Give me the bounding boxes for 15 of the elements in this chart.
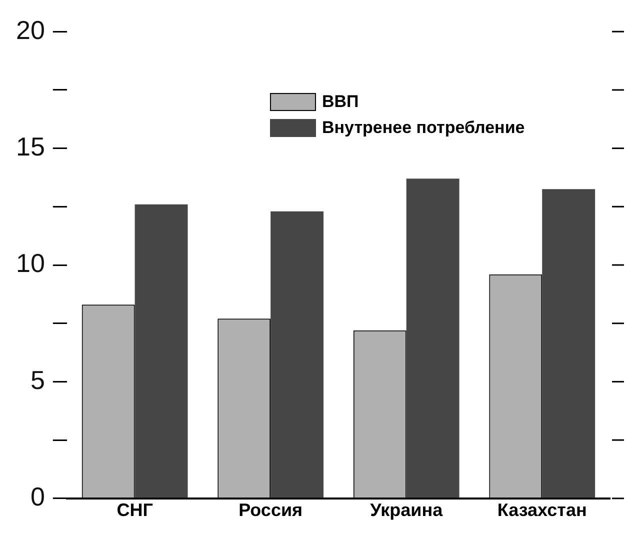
y-tick-label: 20 <box>16 14 45 45</box>
bar <box>406 178 460 498</box>
bar <box>542 189 596 498</box>
y-tick-label: 5 <box>30 364 45 395</box>
x-tick-label: Россия <box>238 500 303 520</box>
x-tick-label: Украина <box>370 500 444 520</box>
y-tick-label: 10 <box>16 248 45 278</box>
bar <box>270 211 324 498</box>
y-tick-label: 0 <box>30 482 45 512</box>
bar <box>134 204 188 498</box>
x-tick-label: СНГ <box>116 500 153 520</box>
x-tick-label: Казахстан <box>497 500 587 520</box>
y-tick-label: 15 <box>16 131 45 162</box>
legend-label: ВВП <box>322 92 359 112</box>
legend-label: Внутренее потребление <box>322 118 525 138</box>
